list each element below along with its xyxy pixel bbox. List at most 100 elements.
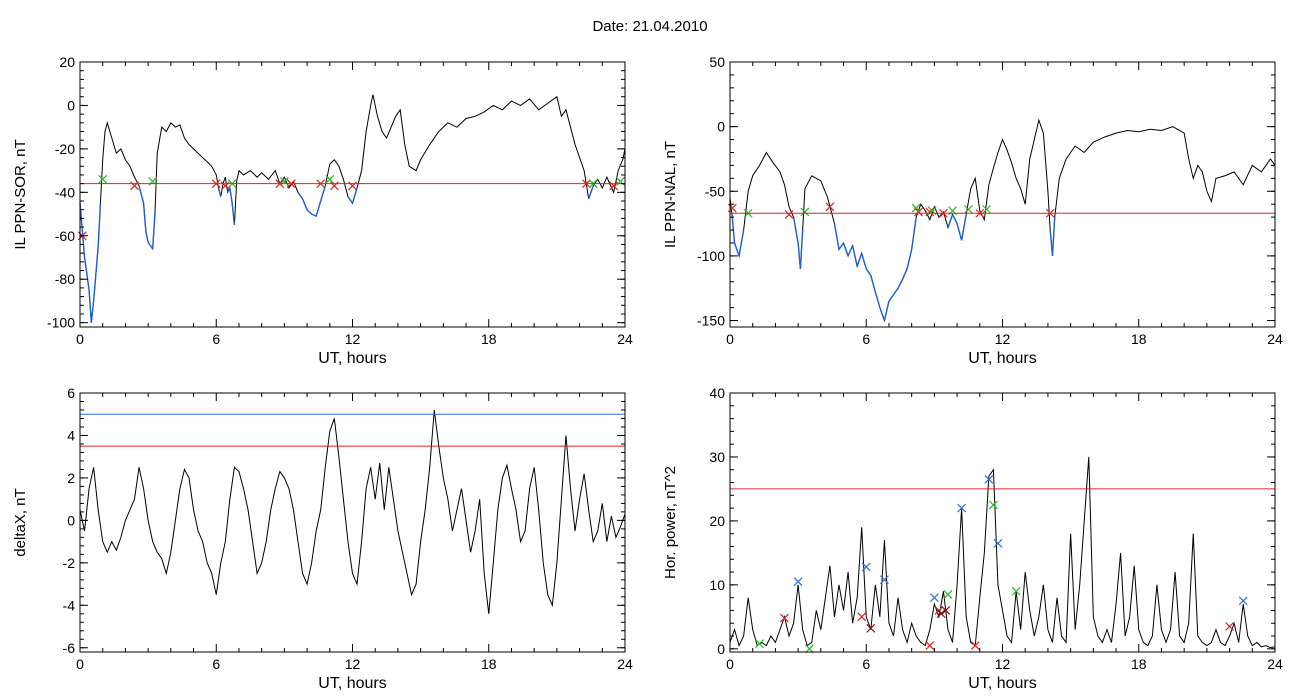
green-cross-marker: [982, 204, 992, 214]
panel-il-nal: 0 6 12 18 24 -150 -100 -50 0 50 UT, hours IL PPN-…: [662, 54, 1283, 367]
blue-cross-marker: [793, 577, 803, 587]
green-cross-marker: [98, 174, 108, 184]
x-tick-label: 6: [212, 656, 220, 672]
il-nal-x-label: UT, hours: [968, 350, 1036, 367]
low-trace-segment: [892, 287, 899, 296]
low-trace-segment: [874, 291, 881, 308]
y-tick-label: -2: [63, 555, 76, 571]
low-trace-segment: [588, 185, 594, 200]
x-tick-label: 6: [212, 331, 220, 347]
figure-title: Date: 21.04.2010: [592, 18, 708, 35]
x-tick-label: 0: [76, 656, 84, 672]
y-tick-label: -20: [55, 141, 75, 157]
low-trace-segment: [879, 307, 886, 321]
low-trace-segment: [861, 253, 867, 270]
low-trace-segment: [870, 275, 877, 293]
low-trace-segment: [88, 290, 93, 323]
red-cross-marker: [329, 181, 339, 191]
green-cross-marker: [148, 177, 158, 186]
low-trace-segment: [79, 203, 86, 258]
low-trace-segment: [306, 209, 313, 215]
x-tick-label: 18: [1131, 656, 1147, 672]
deltax-x-label: UT, hours: [318, 675, 386, 692]
y-tick-label: -150: [697, 313, 725, 329]
blue-cross-marker: [861, 562, 871, 572]
x-tick-label: 12: [345, 656, 361, 672]
hor-power-trace: [729, 456, 1276, 649]
low-trace-segment: [738, 229, 745, 257]
green-cross-marker: [325, 174, 335, 184]
y-tick-label: 0: [717, 119, 725, 135]
x-tick-label: 12: [995, 331, 1011, 347]
low-trace-segment: [865, 268, 872, 276]
low-trace-segment: [951, 214, 958, 224]
green-cross-marker: [964, 204, 973, 214]
y-tick-label: -40: [55, 184, 75, 200]
low-trace-segment: [145, 231, 149, 243]
green-cross-marker: [911, 203, 921, 213]
y-tick-label: 2: [67, 470, 75, 486]
x-tick-label: 24: [617, 331, 633, 347]
low-trace-segment: [315, 200, 322, 217]
il-nal-plot-frame: [729, 61, 1276, 328]
low-trace-segment: [842, 242, 849, 257]
red-cross-marker: [857, 612, 867, 622]
blue-cross-marker: [1238, 596, 1248, 606]
low-trace-segment: [217, 187, 222, 197]
red-cross-marker: [348, 181, 357, 191]
x-tick-label: 18: [481, 331, 497, 347]
red-cross-marker: [970, 641, 980, 651]
low-trace-segment: [847, 245, 854, 257]
y-tick-label: -80: [55, 271, 75, 287]
blue-cross-marker: [957, 503, 967, 513]
low-trace-segment: [97, 203, 102, 247]
y-tick-label: 30: [709, 449, 725, 465]
blue-cross-marker: [984, 474, 994, 484]
low-trace-segment: [897, 278, 904, 289]
y-tick-label: -4: [63, 597, 76, 613]
low-trace-segment: [151, 214, 156, 249]
low-trace-segment: [301, 198, 308, 210]
y-tick-label: 6: [67, 385, 75, 401]
x-tick-label: 0: [76, 331, 84, 347]
green-cross-marker: [1011, 586, 1021, 596]
il-sor-x-label: UT, hours: [318, 350, 386, 367]
red-cross-marker: [780, 613, 789, 623]
deltax-y-label: deltaX, nT: [12, 488, 29, 556]
y-tick-label: 20: [59, 54, 75, 70]
red-cross-marker: [825, 202, 835, 212]
y-tick-label: 0: [67, 512, 75, 528]
il-sor-plot-frame: [79, 61, 626, 328]
low-trace-segment: [956, 223, 963, 241]
low-trace-segment: [733, 242, 740, 257]
il-nal-y-label: IL PPN-NAL, nT: [662, 141, 679, 248]
x-tick-label: 18: [1131, 331, 1147, 347]
low-trace-segment: [92, 246, 99, 301]
low-trace-segment: [792, 217, 799, 244]
low-trace-segment: [320, 185, 326, 202]
x-tick-label: 24: [617, 656, 633, 672]
green-cross-marker: [943, 590, 953, 599]
low-trace-segment: [147, 241, 154, 250]
low-trace-segment: [231, 203, 236, 225]
low-trace-segment: [910, 217, 917, 250]
il-sor-trace: [79, 94, 626, 323]
x-tick-label: 0: [726, 331, 734, 347]
blue-cross-marker: [929, 593, 939, 603]
dark-cross-marker: [866, 623, 876, 633]
low-trace-segment: [142, 203, 147, 232]
low-trace-segment: [90, 300, 95, 323]
y-tick-label: 0: [717, 641, 725, 657]
low-trace-segment: [229, 187, 233, 204]
x-tick-label: 0: [726, 656, 734, 672]
y-tick-label: -50: [705, 183, 725, 199]
il-sor-y-label: IL PPN-SOR, nT: [12, 139, 29, 249]
low-trace-segment: [311, 213, 317, 217]
green-cross-marker: [616, 177, 625, 186]
low-trace-segment: [838, 242, 845, 250]
low-trace-segment: [297, 191, 304, 200]
red-cross-marker: [925, 641, 935, 651]
low-trace-segment: [901, 268, 908, 280]
